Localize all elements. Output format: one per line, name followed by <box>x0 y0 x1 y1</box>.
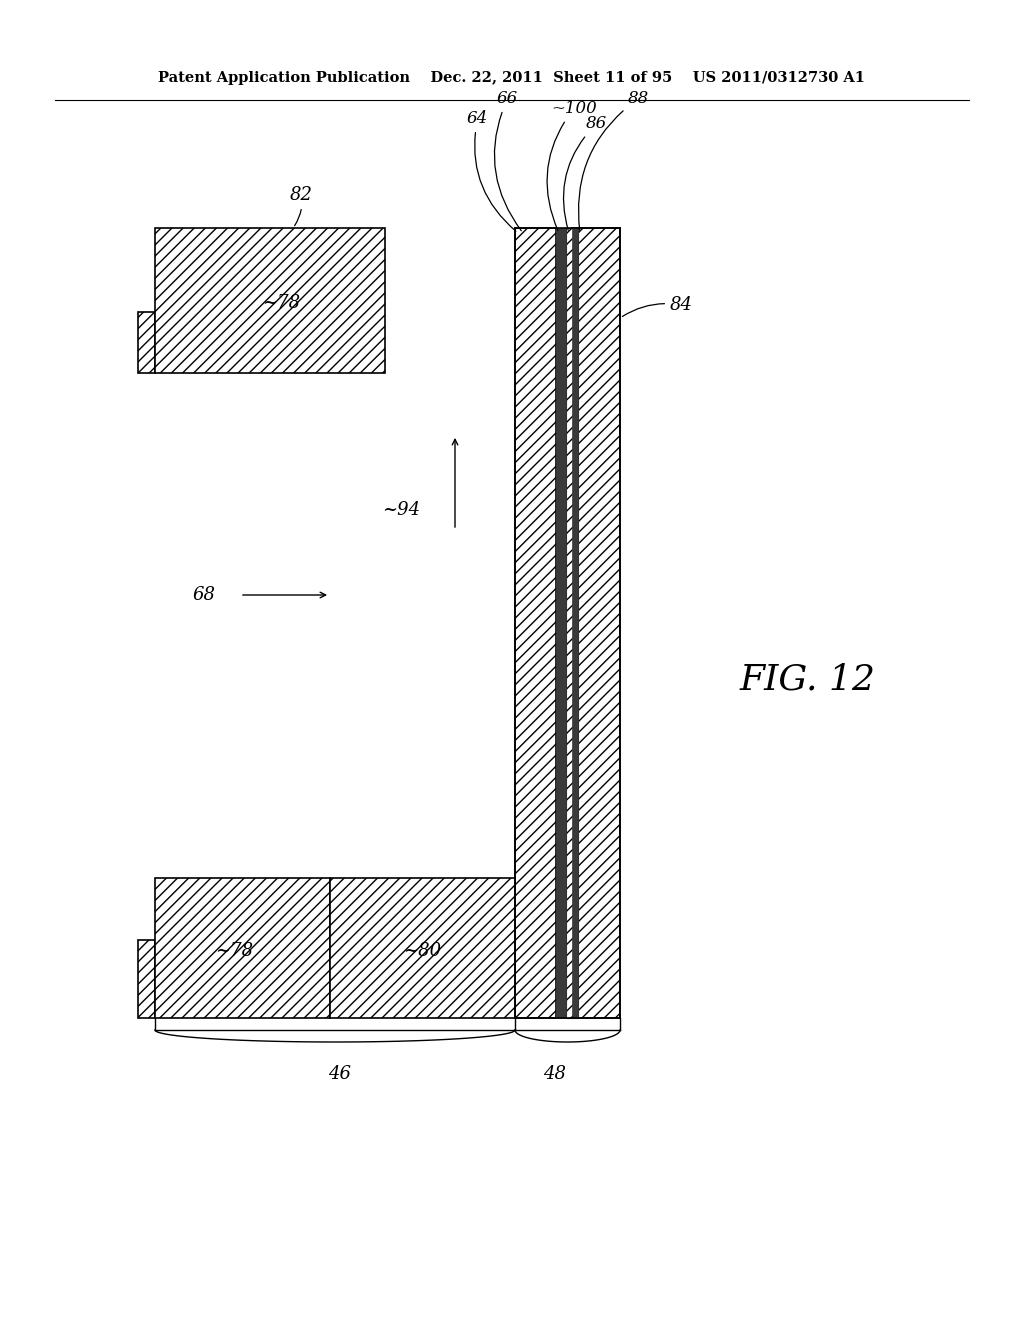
Bar <box>155 228 385 374</box>
Text: ~94: ~94 <box>382 502 420 519</box>
Bar <box>330 878 515 1018</box>
Bar <box>572 228 578 1018</box>
Text: ~100: ~100 <box>547 100 597 231</box>
Text: 46: 46 <box>329 1065 351 1082</box>
Text: ~78: ~78 <box>215 941 253 960</box>
Bar <box>155 878 330 1018</box>
Text: 82: 82 <box>290 186 313 226</box>
Bar <box>138 312 155 374</box>
Text: ~78: ~78 <box>262 294 301 313</box>
Text: 64: 64 <box>467 110 516 231</box>
Text: 66: 66 <box>495 90 521 231</box>
Text: 86: 86 <box>563 115 607 230</box>
Text: 84: 84 <box>623 296 693 317</box>
Bar <box>138 940 155 1018</box>
Bar <box>566 228 578 1018</box>
Bar <box>572 228 620 1018</box>
Text: 48: 48 <box>544 1065 566 1082</box>
Text: ~80: ~80 <box>403 941 441 960</box>
Text: 88: 88 <box>579 90 649 230</box>
Text: FIG. 12: FIG. 12 <box>740 663 876 697</box>
Bar <box>556 228 566 1018</box>
Text: Patent Application Publication    Dec. 22, 2011  Sheet 11 of 95    US 2011/03127: Patent Application Publication Dec. 22, … <box>159 71 865 84</box>
Bar <box>515 228 556 1018</box>
Text: 68: 68 <box>193 586 215 605</box>
